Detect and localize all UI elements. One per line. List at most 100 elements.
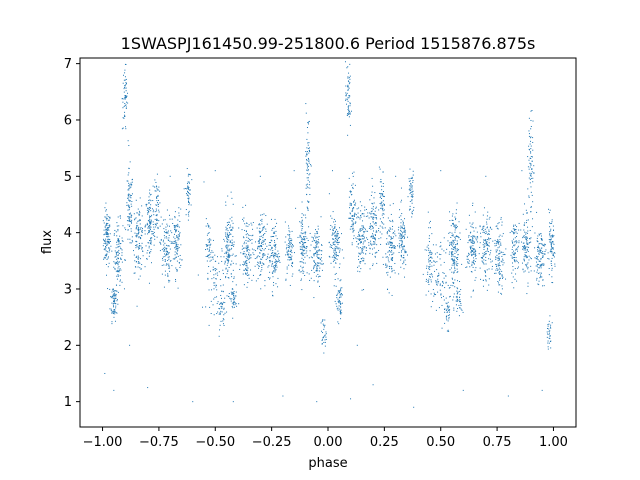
data-point — [346, 114, 348, 116]
data-point — [125, 126, 127, 128]
data-point — [232, 304, 234, 306]
data-point — [116, 290, 118, 292]
data-point — [483, 230, 485, 232]
data-point — [339, 236, 341, 238]
data-point — [271, 252, 273, 254]
data-point — [428, 247, 430, 249]
data-point — [481, 229, 483, 231]
data-point — [548, 328, 550, 330]
data-point — [185, 209, 187, 211]
data-point — [210, 270, 212, 272]
data-point — [290, 240, 292, 242]
data-point — [234, 255, 236, 257]
data-point — [212, 251, 214, 253]
data-point — [473, 253, 475, 255]
data-point — [552, 234, 554, 236]
data-point — [460, 289, 462, 291]
data-point — [478, 253, 480, 255]
data-point — [120, 258, 122, 260]
data-point — [347, 108, 349, 110]
data-point — [242, 247, 244, 249]
data-point — [209, 306, 211, 308]
data-point — [302, 255, 304, 257]
data-point — [263, 249, 265, 251]
data-point — [234, 298, 236, 300]
data-point — [127, 216, 129, 218]
data-point — [486, 269, 488, 271]
data-point — [122, 117, 124, 119]
data-point — [334, 252, 336, 254]
data-point — [136, 225, 138, 227]
data-point — [470, 241, 472, 243]
data-point — [177, 223, 179, 225]
data-point — [218, 271, 220, 273]
data-point — [355, 202, 357, 204]
data-point — [498, 258, 500, 260]
data-point — [304, 214, 306, 216]
data-point — [499, 273, 501, 275]
data-point — [352, 224, 354, 226]
data-point — [127, 185, 129, 187]
data-point — [356, 241, 358, 243]
data-point — [245, 268, 247, 270]
data-point — [259, 231, 261, 233]
data-point — [108, 256, 110, 258]
data-point — [502, 276, 504, 278]
data-point — [115, 305, 117, 307]
data-point — [129, 200, 131, 202]
data-point — [106, 218, 108, 220]
data-point — [151, 214, 153, 216]
data-point — [168, 234, 170, 236]
data-point — [477, 236, 479, 238]
data-point — [241, 245, 243, 247]
data-point — [104, 248, 106, 250]
data-point — [274, 245, 276, 247]
data-point — [334, 227, 336, 229]
data-point — [390, 245, 392, 247]
data-point — [119, 215, 121, 217]
data-point — [531, 156, 533, 158]
data-point — [536, 240, 538, 242]
data-point — [407, 196, 409, 198]
data-point — [498, 272, 500, 274]
data-point — [447, 309, 449, 311]
data-point — [375, 207, 377, 209]
data-point — [532, 149, 534, 151]
data-point — [247, 240, 249, 242]
data-point — [531, 226, 533, 228]
data-point — [363, 238, 365, 240]
data-point — [387, 231, 389, 233]
data-point — [455, 300, 457, 302]
data-point — [302, 266, 304, 268]
data-point — [165, 226, 167, 228]
data-point — [188, 210, 190, 212]
data-point — [156, 188, 158, 190]
data-point — [371, 235, 373, 237]
data-point — [430, 256, 431, 258]
data-point — [113, 295, 115, 297]
data-point — [351, 228, 353, 230]
data-point — [336, 246, 338, 248]
data-point — [171, 265, 173, 267]
data-point — [487, 243, 489, 245]
data-point — [260, 249, 262, 251]
data-point — [529, 157, 531, 159]
data-point — [456, 271, 458, 273]
data-point — [541, 256, 543, 258]
data-point — [451, 215, 453, 217]
data-point — [127, 180, 129, 182]
data-point — [362, 228, 364, 230]
data-point — [227, 224, 229, 225]
data-point — [358, 253, 360, 255]
data-point — [450, 258, 452, 260]
data-point — [353, 218, 355, 220]
data-point — [546, 336, 548, 338]
data-point — [381, 205, 383, 207]
data-point — [547, 340, 549, 342]
data-point — [531, 171, 533, 173]
data-point — [513, 231, 515, 233]
data-point — [399, 235, 401, 237]
data-point — [428, 283, 430, 285]
x-axis: −1.00 −0.75 −0.50 −0.25 0.00 0.25 0.50 0.75 1.00 — [83, 427, 568, 450]
data-point — [362, 235, 364, 237]
